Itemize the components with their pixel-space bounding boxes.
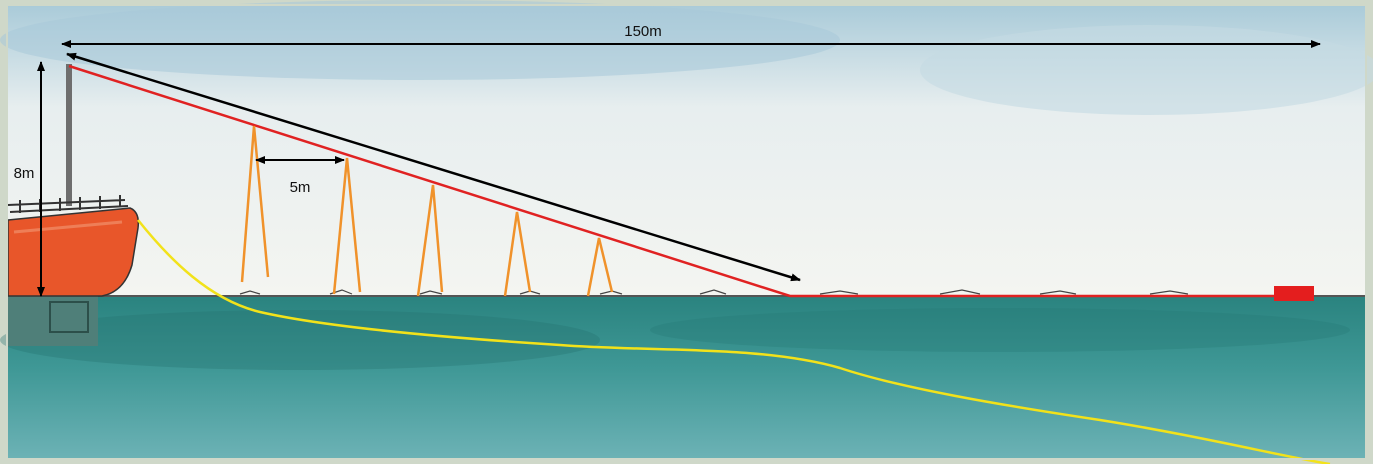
keel [8,296,98,346]
mast [66,64,72,206]
total-length-label: 150m [624,23,662,40]
sky-wash [920,25,1373,115]
sea-wash [650,308,1350,352]
sea [8,296,1365,458]
mast-height-label: 8m [14,165,35,182]
streamer-spacing-label: 5m [290,179,311,196]
tow-line [137,219,1331,464]
sky-wash [0,0,840,80]
diagonal-dimension-arrow [66,52,801,282]
keel-window [49,301,89,333]
sea-wash [0,310,600,370]
frame-border [6,4,1367,460]
buoy [1274,286,1314,301]
